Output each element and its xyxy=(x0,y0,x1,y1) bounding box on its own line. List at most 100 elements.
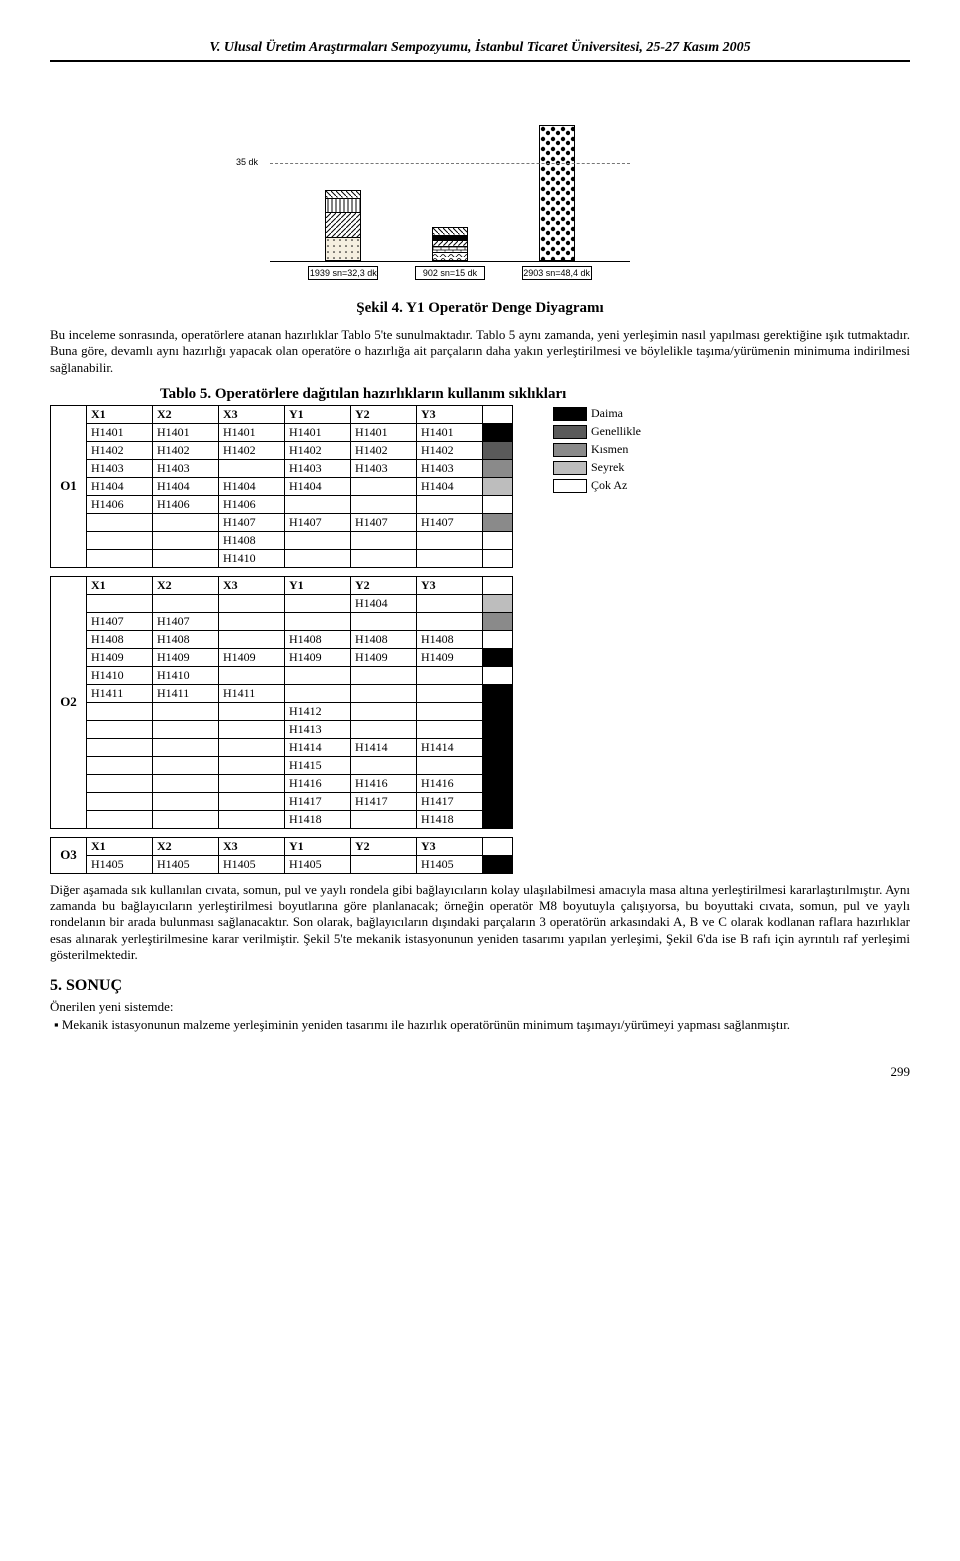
table-cell xyxy=(351,612,417,630)
table-cell: H1407 xyxy=(219,513,285,531)
table-cell xyxy=(351,756,417,774)
column-header: Y2 xyxy=(351,576,417,594)
operator-block: O1X1X2X3Y1Y2Y3H1401H1401H1401H1401H1401H… xyxy=(50,405,910,568)
column-header: Y2 xyxy=(351,837,417,855)
table-cell: H1403 xyxy=(285,459,351,477)
table-cell: H1416 xyxy=(351,774,417,792)
table-cell xyxy=(87,594,153,612)
table-cell xyxy=(219,459,285,477)
row-color-cell xyxy=(483,495,513,513)
bar-segment xyxy=(432,227,468,236)
table-cell xyxy=(153,756,219,774)
table-cell: H1414 xyxy=(351,738,417,756)
column-header: Y3 xyxy=(417,405,483,423)
table-cell xyxy=(417,594,483,612)
bullet-1: ▪ Mekanik istasyonunun malzeme yerleşimi… xyxy=(54,1017,910,1033)
column-header: Y1 xyxy=(285,576,351,594)
table-cell: H1404 xyxy=(87,477,153,495)
row-color-cell xyxy=(483,477,513,495)
table-cell xyxy=(351,810,417,828)
legend-swatch xyxy=(553,425,587,439)
table-cell: H1413 xyxy=(285,720,351,738)
table-cell xyxy=(285,594,351,612)
legend-item: Kısmen xyxy=(553,441,641,459)
legend-item: Daima xyxy=(553,405,641,423)
table-cell xyxy=(417,684,483,702)
table-cell: H1408 xyxy=(285,630,351,648)
table-cell xyxy=(153,720,219,738)
table-cell xyxy=(351,549,417,567)
operator-label: O1 xyxy=(50,405,86,568)
legend-label: Daima xyxy=(591,406,623,421)
table-cell xyxy=(87,549,153,567)
table-cell: H1409 xyxy=(351,648,417,666)
table-cell xyxy=(285,684,351,702)
color-column-header xyxy=(483,837,513,855)
table-cell: H1404 xyxy=(285,477,351,495)
column-header: X2 xyxy=(153,837,219,855)
section-heading: 5. SONUÇ xyxy=(50,977,910,995)
bar-segment xyxy=(325,238,361,261)
row-color-cell xyxy=(483,702,513,720)
figure-caption: Şekil 4. Y1 Operatör Denge Diyagramı xyxy=(50,300,910,317)
column-header: Y3 xyxy=(417,576,483,594)
table-cell: H1402 xyxy=(219,441,285,459)
operator-block: O2X1X2X3Y1Y2Y3H1404H1407H1407H1408H1408H… xyxy=(50,576,910,829)
row-color-cell xyxy=(483,810,513,828)
paragraph-2: Diğer aşamada sık kullanılan cıvata, som… xyxy=(50,882,910,963)
table-cell xyxy=(153,513,219,531)
legend-label: Kısmen xyxy=(591,442,628,457)
table-cell: H1417 xyxy=(285,792,351,810)
column-header: X1 xyxy=(87,405,153,423)
table-cell: H1409 xyxy=(417,648,483,666)
table-cell xyxy=(285,612,351,630)
column-header: X2 xyxy=(153,576,219,594)
table-cell xyxy=(417,702,483,720)
table-cell: H1408 xyxy=(153,630,219,648)
table-cell: H1412 xyxy=(285,702,351,720)
legend-item: Seyrek xyxy=(553,459,641,477)
column-header: X1 xyxy=(87,837,153,855)
table-cell: H1402 xyxy=(87,441,153,459)
table-cell: H1407 xyxy=(285,513,351,531)
table-cell xyxy=(87,720,153,738)
table-cell: H1409 xyxy=(87,648,153,666)
table-cell xyxy=(351,477,417,495)
table-cell xyxy=(351,684,417,702)
bar-segment xyxy=(325,190,361,199)
table-cell: H1411 xyxy=(219,684,285,702)
table-cell xyxy=(219,738,285,756)
color-column-header xyxy=(483,405,513,423)
operator-label: O3 xyxy=(50,837,86,874)
column-header: Y3 xyxy=(417,837,483,855)
table-cell: H1403 xyxy=(87,459,153,477)
table-cell xyxy=(417,531,483,549)
table-cell xyxy=(153,549,219,567)
table-cell: H1404 xyxy=(153,477,219,495)
operator-label: O2 xyxy=(50,576,86,829)
table-cell xyxy=(219,702,285,720)
row-color-cell xyxy=(483,630,513,648)
table-cell: H1417 xyxy=(417,792,483,810)
legend-label: Seyrek xyxy=(591,460,624,475)
column-header: X1 xyxy=(87,576,153,594)
table-cell xyxy=(351,720,417,738)
legend-item: Genellikle xyxy=(553,423,641,441)
table-cell: H1402 xyxy=(417,441,483,459)
table-cell: H1404 xyxy=(351,594,417,612)
x-axis-label: 2903 sn=48,4 dk xyxy=(522,266,592,280)
table-cell xyxy=(153,774,219,792)
table-cell: H1404 xyxy=(417,477,483,495)
table-cell: H1410 xyxy=(153,666,219,684)
table-cell: H1406 xyxy=(219,495,285,513)
row-color-cell xyxy=(483,612,513,630)
table-cell: H1406 xyxy=(87,495,153,513)
table-cell: H1407 xyxy=(351,513,417,531)
paragraph-1: Bu inceleme sonrasında, operatörlere ata… xyxy=(50,327,910,376)
row-color-cell xyxy=(483,666,513,684)
table-cell xyxy=(219,612,285,630)
table-cell: H1408 xyxy=(417,630,483,648)
table-cell xyxy=(87,702,153,720)
table-cell xyxy=(351,702,417,720)
table-cell: H1414 xyxy=(417,738,483,756)
